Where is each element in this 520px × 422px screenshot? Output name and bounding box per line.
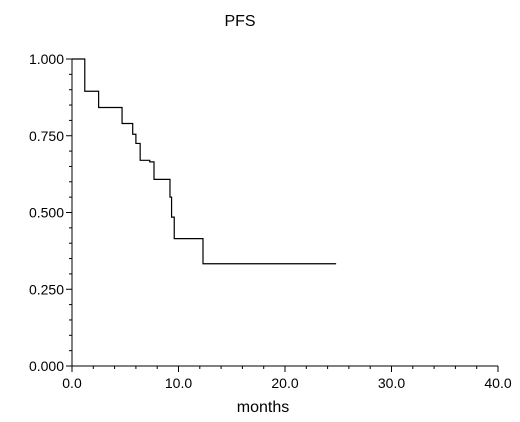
series-line	[72, 58, 337, 265]
x-tick-label: 30.0	[378, 375, 405, 391]
x-tick-label: 10.0	[165, 375, 192, 391]
x-axis-ticks: 0.0 10.0 20.0 30.0 40.0	[62, 366, 512, 391]
y-tick-label: 1.000	[29, 51, 64, 67]
y-tick-label: 0.250	[29, 281, 64, 297]
y-tick-label: 0.750	[29, 128, 64, 144]
x-tick-label: 20.0	[271, 375, 298, 391]
x-axis-title: months	[237, 399, 289, 416]
y-axis-ticks: 0.000 0.250 0.500 0.750 1.000	[29, 51, 72, 374]
series-group	[72, 58, 337, 265]
y-tick-label: 0.500	[29, 205, 64, 221]
x-tick-label: 0.0	[62, 375, 82, 391]
y-tick-label: 0.000	[29, 358, 64, 374]
x-tick-label: 40.0	[484, 375, 511, 391]
chart-title: PFS	[224, 13, 255, 30]
